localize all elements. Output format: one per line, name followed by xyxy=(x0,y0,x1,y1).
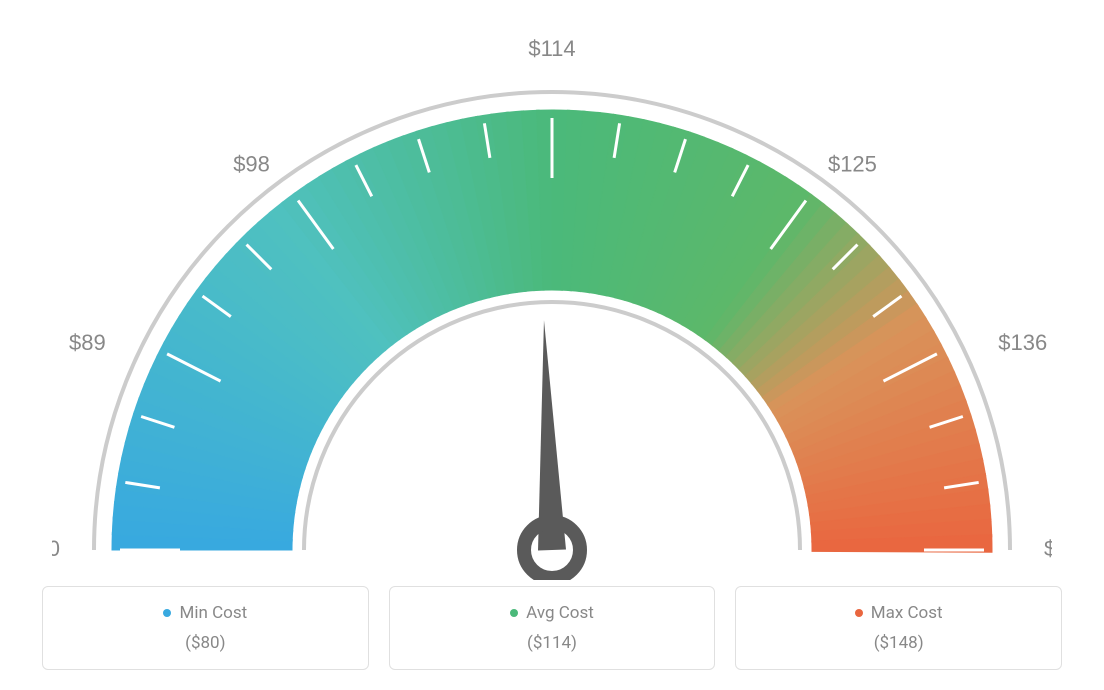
legend-card-min: Min Cost ($80) xyxy=(42,586,369,670)
svg-text:$80: $80 xyxy=(52,536,60,561)
legend-label-max: Max Cost xyxy=(871,603,943,623)
svg-text:$98: $98 xyxy=(233,151,270,176)
legend-card-max: Max Cost ($148) xyxy=(735,586,1062,670)
svg-text:$136: $136 xyxy=(998,330,1047,355)
svg-text:$89: $89 xyxy=(69,330,106,355)
legend-label-row: Min Cost xyxy=(163,603,247,623)
legend-card-avg: Avg Cost ($114) xyxy=(389,586,716,670)
legend-label-min: Min Cost xyxy=(179,603,247,623)
gauge-svg: $80 $89 $98 $114 $125 $136 $148 xyxy=(52,20,1052,580)
legend-dot-avg xyxy=(510,609,518,617)
legend-container: Min Cost ($80) Avg Cost ($114) Max Cost … xyxy=(42,586,1062,670)
svg-text:$125: $125 xyxy=(828,151,877,176)
legend-label-row: Avg Cost xyxy=(510,603,594,623)
legend-value-avg: ($114) xyxy=(527,633,577,653)
gauge-chart: $80 $89 $98 $114 $125 $136 $148 xyxy=(52,20,1052,580)
legend-value-max: ($148) xyxy=(874,633,924,653)
legend-dot-min xyxy=(163,609,171,617)
legend-value-min: ($80) xyxy=(185,633,225,653)
legend-label-avg: Avg Cost xyxy=(526,603,594,623)
svg-text:$114: $114 xyxy=(528,36,575,61)
legend-dot-max xyxy=(855,609,863,617)
svg-text:$148: $148 xyxy=(1044,536,1052,561)
legend-label-row: Max Cost xyxy=(855,603,943,623)
